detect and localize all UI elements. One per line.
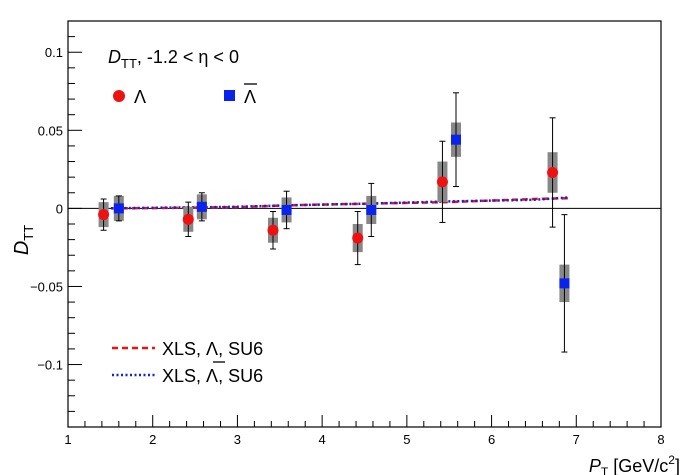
annotation: DTT, -1.2 < η < 0 [108, 47, 239, 71]
x-axis-title-close: ] [675, 456, 680, 475]
y-axis-title-sub: TT [21, 225, 36, 241]
x-tick-label: 1 [64, 432, 71, 447]
antilambda-point [113, 203, 124, 214]
antilambda-point [559, 278, 570, 289]
antilambda-point [196, 201, 207, 212]
x-tick-label: 7 [573, 432, 580, 447]
annotation-sub: TT [121, 56, 137, 71]
legend-antilambda-marker [224, 90, 235, 101]
x-tick-label: 4 [319, 432, 326, 447]
lambda-point [436, 176, 448, 188]
y-tick-label: −0.1 [37, 358, 63, 373]
x-axis-title-main: P [589, 456, 601, 475]
y-tick-label: 0.05 [38, 123, 63, 138]
lambda-point [267, 224, 279, 236]
x-tick-label: 5 [403, 432, 410, 447]
y-tick-label: −0.05 [30, 279, 63, 294]
antilambda-point [281, 204, 292, 215]
x-axis-title-sup: 2 [668, 453, 675, 467]
legend-xls-lambda-main: XLS, [162, 339, 206, 359]
x-axis-title: PT [GeV/c2] [589, 453, 680, 475]
legend-lambda-marker [113, 90, 125, 102]
xls-antilambda-curve [101, 196, 568, 210]
lambda-point [98, 209, 110, 221]
plot-frame [67, 20, 662, 428]
legend-xls-antilambda-label: XLS, Λ, SU6 [162, 366, 263, 386]
y-axis-title: DTT [11, 225, 36, 255]
marker-legend: Λ Λ [113, 83, 257, 107]
legend-xls-antilambda-sym: Λ [206, 366, 218, 386]
lambda-point [182, 213, 194, 225]
x-tick-label: 8 [657, 432, 664, 447]
lambda-point [352, 232, 364, 244]
legend-antilambda-label: Λ [244, 87, 256, 107]
legend-xls-antilambda-main: XLS, [162, 366, 206, 386]
y-axis-title-main: D [11, 241, 33, 255]
legend-xls-lambda-label: XLS, Λ, SU6 [162, 339, 263, 359]
x-tick-label: 2 [149, 432, 156, 447]
antilambda-point [450, 134, 461, 145]
legend-xls-lambda-rest: , SU6 [218, 339, 263, 359]
y-tick-label: 0.1 [45, 45, 63, 60]
data-points [98, 92, 570, 353]
x-axis-title-sub: T [601, 465, 609, 475]
legend-xls-antilambda-rest: , SU6 [218, 366, 263, 386]
y-tick-label: 0 [56, 201, 63, 216]
antilambda-point [366, 204, 377, 215]
lambda-point [547, 166, 559, 178]
curve-legend: XLS, Λ, SU6 XLS, Λ, SU6 [112, 339, 263, 386]
legend-xls-lambda-sym: Λ [206, 339, 218, 359]
annotation-main: D [108, 47, 121, 67]
annotation-rest: , -1.2 < η < 0 [137, 47, 239, 67]
x-tick-label: 3 [234, 432, 241, 447]
axis-ticks: 1 2 3 4 5 6 7 8 −0.1 −0.05 0 0.05 0.1 [30, 20, 665, 447]
x-tick-label: 6 [488, 432, 495, 447]
legend-lambda-label: Λ [134, 87, 146, 107]
x-axis-title-unit: [GeV/c [608, 456, 668, 475]
model-curves [101, 196, 568, 210]
